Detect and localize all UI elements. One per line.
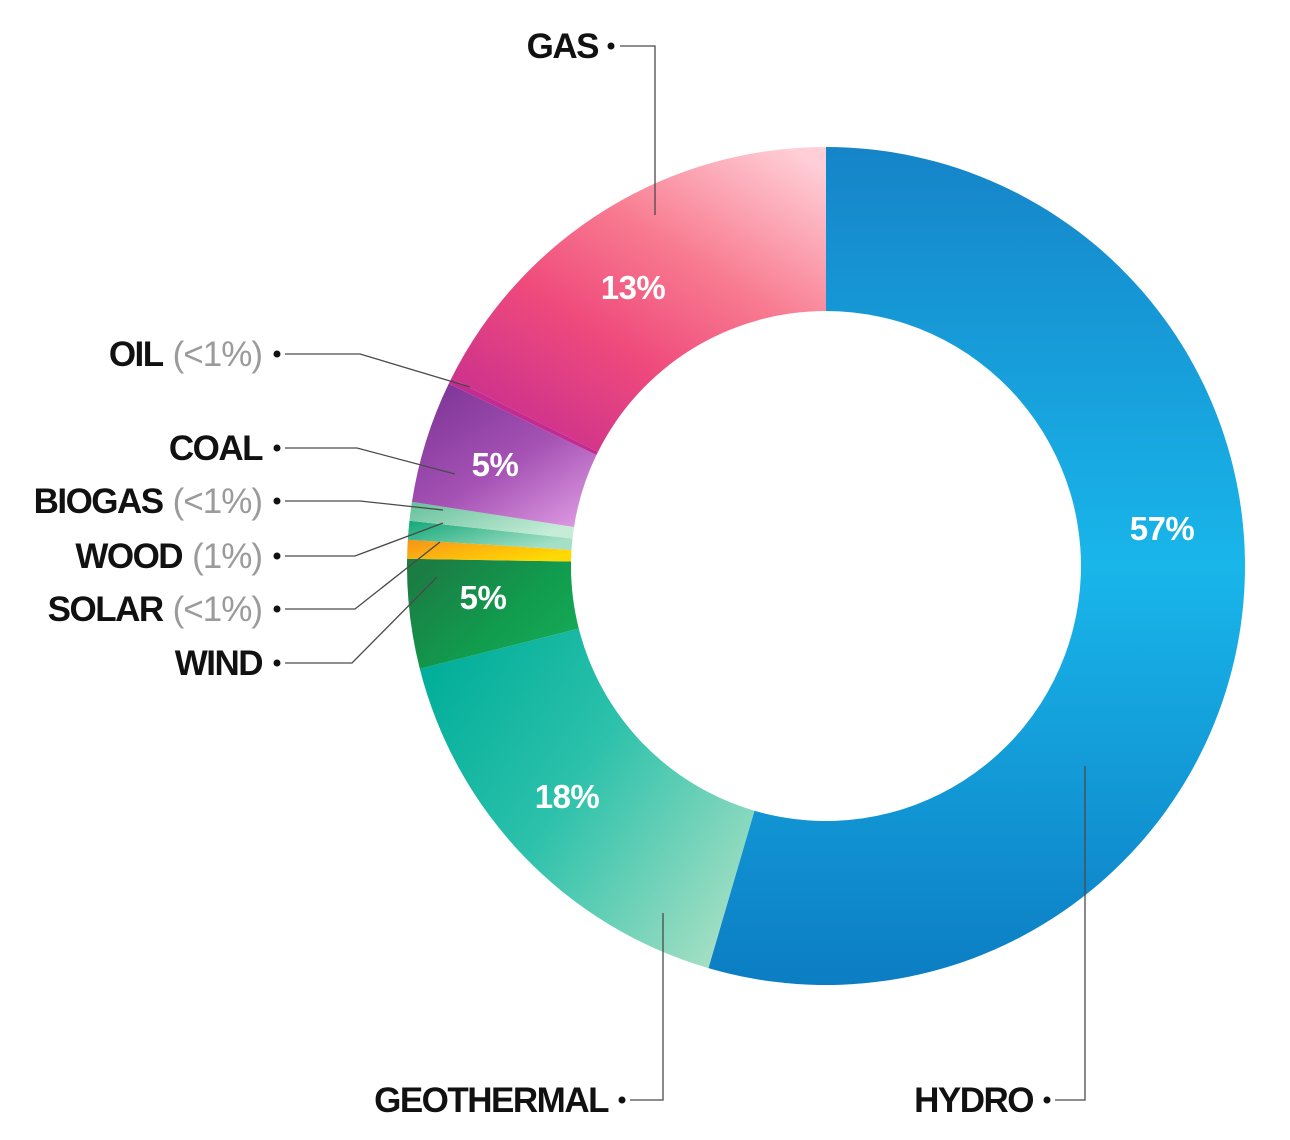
leader-line-solar [285,541,441,610]
label-coal-name: COAL [169,429,263,468]
label-coal: COAL [169,429,263,468]
pct-label-hydro: 57% [1130,510,1195,547]
label-oil-value: (<1%) [173,335,262,374]
label-hydro: HYDRO [914,1081,1033,1120]
label-geothermal-name: GEOTHERMAL [374,1081,609,1120]
leader-dot-coal [273,444,281,452]
pct-label-coal: 5% [472,446,519,483]
label-solar-value: (<1%) [173,590,262,629]
leader-line-wind [285,576,438,664]
label-biogas-name: BIOGAS [34,482,163,521]
slice-wood [407,520,573,550]
leader-dot-solar [273,605,281,613]
label-wood-value: (1%) [192,537,262,576]
slice-oil [448,378,598,456]
leader-line-biogas [285,500,444,511]
slice-wind [406,558,579,669]
leader-line-gas [620,45,656,215]
leader-line-geothermal [630,913,664,1101]
label-wood: WOOD (1%) [75,537,262,576]
label-gas: GAS [527,27,599,66]
slice-hydro [708,147,1245,985]
pct-label-wind: 5% [460,579,507,616]
leader-line-hydro [1055,766,1086,1101]
leader-line-coal [285,447,456,475]
slice-geothermal [419,628,755,969]
leader-dot-geothermal [618,1096,626,1104]
label-solar-name: SOLAR [48,590,164,629]
donut-slices [406,147,1245,985]
leader-dot-biogas [273,497,281,505]
leader-line-oil [285,353,471,388]
label-oil-name: OIL [109,335,164,374]
slice-coal [411,383,597,527]
label-biogas: BIOGAS (<1%) [34,482,262,521]
slice-solar [407,539,572,562]
label-oil: OIL (<1%) [109,335,262,374]
label-biogas-value: (<1%) [173,482,262,521]
label-gas-name: GAS [527,27,599,66]
label-wind: WIND [175,644,263,683]
slice-biogas [409,501,574,539]
leader-dot-gas [607,42,615,50]
leader-line-wood [285,522,444,557]
leader-dot-wind [273,659,281,667]
pct-label-geothermal: 18% [535,778,600,815]
slice-percent-labels: 57% 18% 5% 5% 13% [460,269,1195,815]
leader-dot-wood [273,552,281,560]
label-hydro-name: HYDRO [914,1081,1033,1120]
label-geothermal: GEOTHERMAL [374,1081,609,1120]
pct-label-gas: 13% [601,269,666,306]
leader-dot-hydro [1043,1096,1051,1104]
label-wind-name: WIND [175,644,263,683]
label-solar: SOLAR (<1%) [48,590,262,629]
slice-gas [451,147,826,452]
label-wood-name: WOOD [75,537,182,576]
leader-dot-oil [273,350,281,358]
